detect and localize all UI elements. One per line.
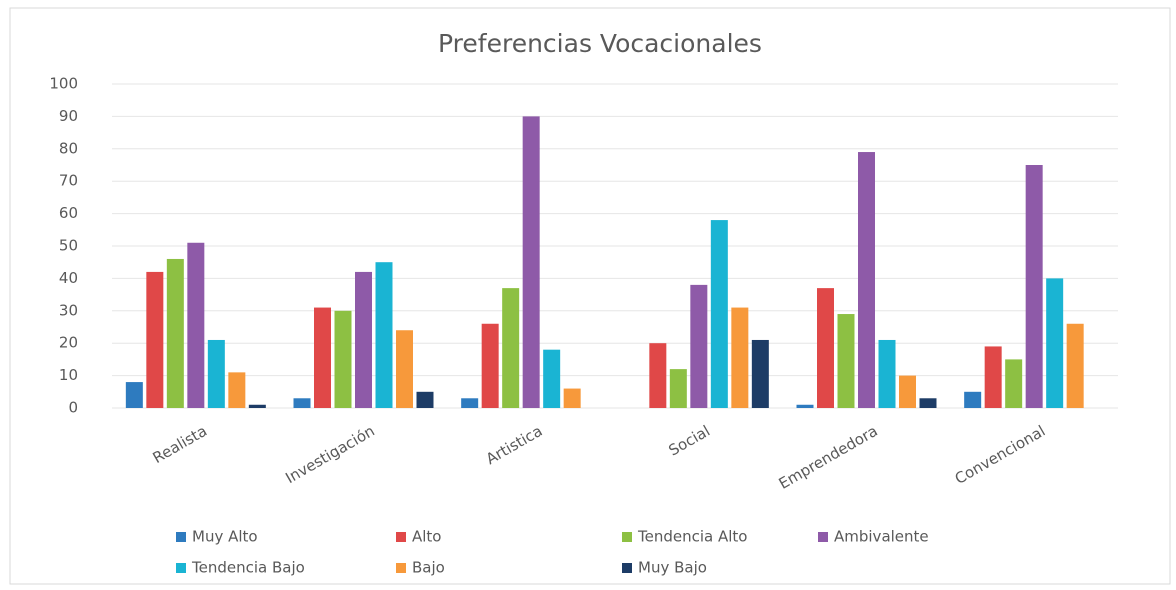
bar	[293, 398, 311, 408]
bar	[1046, 278, 1064, 408]
legend-label: Bajo	[412, 559, 445, 577]
y-tick-label: 50	[59, 237, 78, 255]
bar	[334, 310, 352, 408]
bar	[146, 271, 164, 408]
bar	[731, 307, 749, 408]
legend-swatch	[818, 532, 828, 542]
legend-label: Tendencia Alto	[637, 528, 747, 546]
legend-swatch	[176, 563, 186, 573]
bar	[248, 404, 266, 408]
bar	[669, 369, 687, 408]
y-tick-label: 20	[59, 334, 78, 352]
bar	[984, 346, 1002, 408]
chart-frame	[9, 7, 1171, 585]
bar	[690, 284, 708, 408]
bar	[964, 391, 982, 408]
bar	[543, 349, 561, 408]
legend-swatch	[622, 563, 632, 573]
bar	[919, 398, 937, 408]
bar	[125, 382, 143, 408]
bar	[751, 339, 769, 408]
y-tick-label: 60	[59, 204, 78, 222]
legend-swatch	[176, 532, 186, 542]
bar	[563, 388, 581, 408]
bar	[375, 262, 393, 408]
bar	[858, 152, 875, 408]
y-tick-label: 10	[59, 366, 78, 384]
y-tick-label: 30	[59, 301, 78, 319]
bar	[837, 314, 855, 408]
bar	[207, 339, 225, 408]
bar	[461, 398, 479, 408]
bar	[649, 343, 667, 408]
bar	[796, 404, 814, 408]
legend-label: Ambivalente	[834, 528, 929, 546]
legend-label: Tendencia Bajo	[191, 559, 305, 577]
bar	[481, 323, 499, 408]
bar	[1025, 165, 1043, 408]
bar	[878, 339, 896, 408]
legend-swatch	[396, 532, 406, 542]
bar	[710, 220, 728, 408]
legend-swatch	[396, 563, 406, 573]
bar	[166, 258, 184, 408]
y-tick-label: 100	[49, 75, 78, 93]
y-tick-label: 90	[59, 107, 78, 125]
chart-title: Preferencias Vocacionales	[438, 29, 762, 58]
bar	[416, 391, 434, 408]
bar	[899, 375, 916, 408]
bar	[522, 116, 540, 409]
bar	[502, 288, 520, 408]
legend-label: Muy Alto	[192, 528, 258, 546]
y-tick-label: 40	[59, 269, 78, 287]
bar	[396, 330, 413, 408]
bar	[314, 307, 331, 408]
legend-label: Alto	[412, 528, 442, 546]
bar	[355, 271, 372, 408]
y-tick-label: 80	[59, 139, 78, 157]
legend-label: Muy Bajo	[638, 559, 707, 577]
legend-swatch	[622, 532, 632, 542]
bar	[228, 372, 246, 408]
bar	[817, 288, 834, 408]
bar	[187, 242, 205, 408]
y-tick-label: 70	[59, 172, 78, 190]
bar	[1005, 359, 1023, 408]
bar	[1066, 323, 1084, 408]
y-tick-label: 0	[68, 399, 78, 417]
